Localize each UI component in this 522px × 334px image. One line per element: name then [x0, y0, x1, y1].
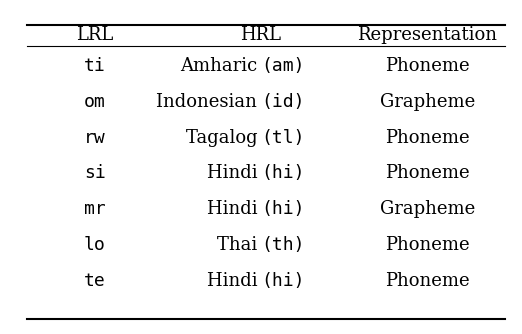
- Text: LRL: LRL: [76, 26, 113, 44]
- Text: Representation: Representation: [357, 26, 497, 44]
- Text: Hindi: Hindi: [207, 200, 261, 218]
- Text: te: te: [84, 272, 106, 290]
- Text: (hi): (hi): [261, 164, 304, 182]
- Text: Phoneme: Phoneme: [385, 164, 469, 182]
- Text: Hindi: Hindi: [207, 272, 261, 290]
- Text: (am): (am): [261, 57, 304, 75]
- Text: Phoneme: Phoneme: [385, 236, 469, 254]
- Text: (th): (th): [261, 236, 304, 254]
- Text: om: om: [84, 93, 106, 111]
- Text: rw: rw: [84, 129, 106, 147]
- Text: mr: mr: [84, 200, 106, 218]
- Text: Phoneme: Phoneme: [385, 57, 469, 75]
- Text: Thai: Thai: [217, 236, 261, 254]
- Text: (tl): (tl): [261, 129, 304, 147]
- Text: Hindi: Hindi: [207, 164, 261, 182]
- Text: (id): (id): [261, 93, 304, 111]
- Text: (hi): (hi): [261, 200, 304, 218]
- Text: Indonesian: Indonesian: [157, 93, 261, 111]
- Text: si: si: [84, 164, 106, 182]
- Text: (hi): (hi): [261, 272, 304, 290]
- Text: lo: lo: [84, 236, 106, 254]
- Text: HRL: HRL: [241, 26, 281, 44]
- Text: Grapheme: Grapheme: [379, 200, 475, 218]
- Text: Grapheme: Grapheme: [379, 93, 475, 111]
- Text: Tagalog: Tagalog: [186, 129, 261, 147]
- Text: Phoneme: Phoneme: [385, 272, 469, 290]
- Text: Phoneme: Phoneme: [385, 129, 469, 147]
- Text: ti: ti: [84, 57, 106, 75]
- Text: Amharic: Amharic: [180, 57, 261, 75]
